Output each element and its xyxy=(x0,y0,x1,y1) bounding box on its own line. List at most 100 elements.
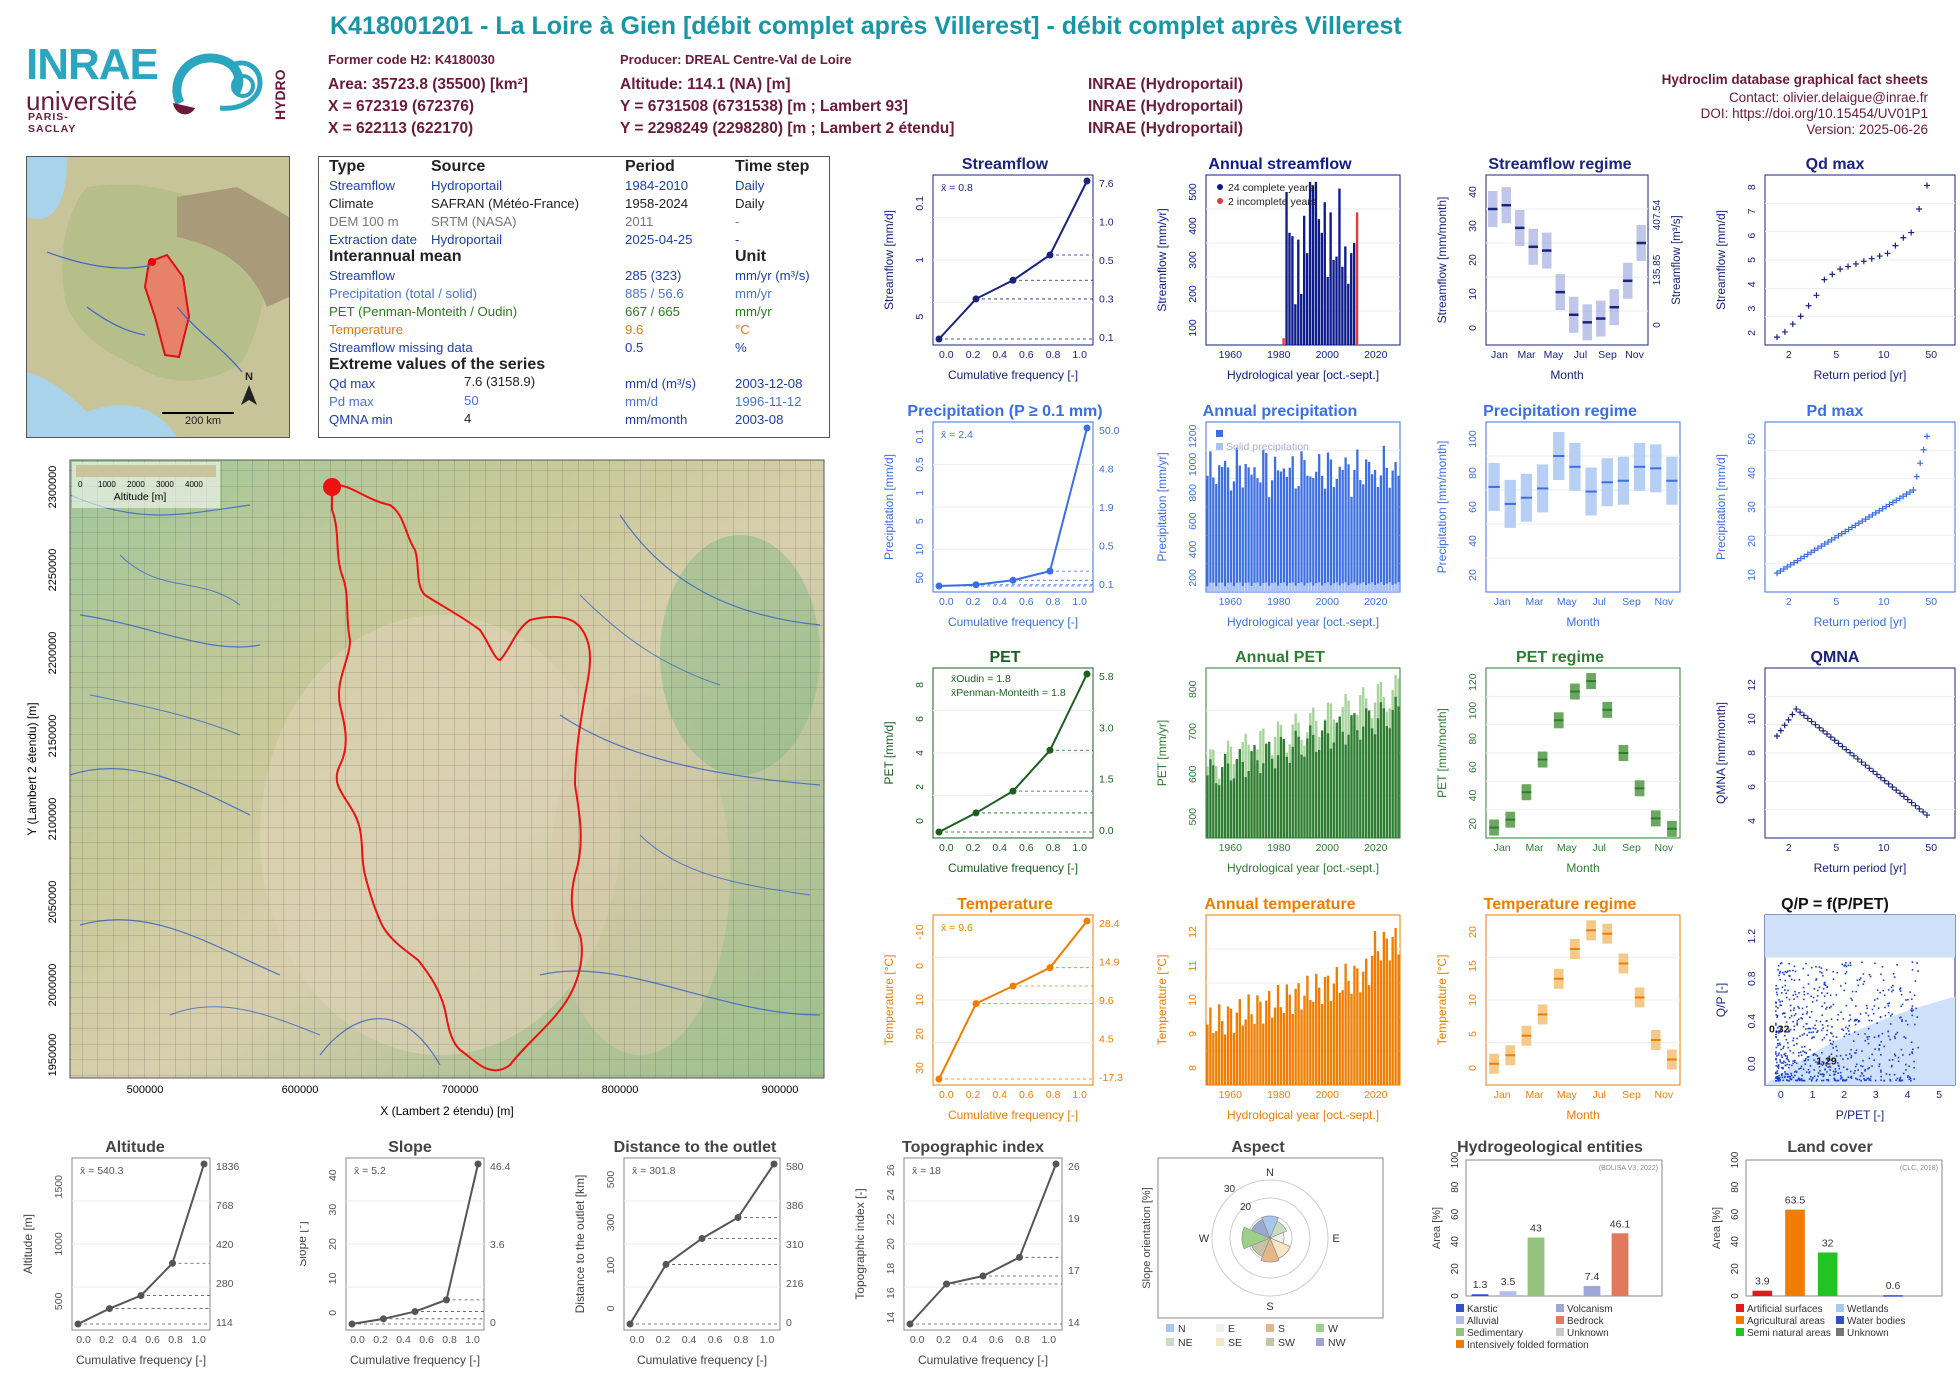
x-tick-label: 0.4 xyxy=(396,1334,411,1346)
solid-bar xyxy=(1259,585,1262,592)
annual-bar xyxy=(1397,706,1400,838)
scatter-point xyxy=(1798,992,1800,994)
scatter-point xyxy=(1784,989,1786,991)
scatter-point xyxy=(1879,1015,1882,1018)
scatter-point xyxy=(1810,995,1812,998)
x-tick-label: 2020 xyxy=(1364,596,1388,608)
scatter-point xyxy=(1816,1055,1819,1057)
y-tick: 1950000 xyxy=(47,1034,59,1077)
scatter-point xyxy=(1776,1027,1779,1029)
right-tick-label: 0.1 xyxy=(1099,332,1114,344)
cell: 1958-2024 xyxy=(625,195,689,211)
hydrogeo-chart: Hydrogeological entities(BDLISA V3, 2022… xyxy=(1431,1139,1663,1351)
annual-bar xyxy=(1279,471,1283,592)
annual-bar xyxy=(1320,475,1324,592)
annual-bar xyxy=(1297,486,1300,592)
scatter-point xyxy=(1910,998,1913,1000)
return-period-point xyxy=(1825,538,1832,545)
return-period-point xyxy=(1881,777,1888,784)
scatter-point xyxy=(1889,1038,1891,1041)
solid-bar xyxy=(1262,582,1265,592)
scatter-point xyxy=(1779,1044,1781,1046)
return-period-point xyxy=(1804,715,1811,722)
y-axis-label: PET [mm/d] xyxy=(882,721,896,784)
scatter-point xyxy=(1803,1045,1806,1048)
chart-title: Precipitation (P ≥ 0.1 mm) xyxy=(907,403,1102,420)
annual-bar xyxy=(1282,338,1285,345)
scatter-point xyxy=(1857,1020,1860,1023)
scatter-point xyxy=(1834,1078,1836,1080)
scatter-point xyxy=(1868,973,1871,976)
north-arrow-icon xyxy=(241,385,257,405)
return-period-point xyxy=(1774,733,1780,739)
scatter-point xyxy=(1793,1025,1796,1028)
scatter-point xyxy=(1896,1077,1899,1080)
scatter-point xyxy=(1887,1011,1890,1014)
scatter-point xyxy=(1795,1062,1798,1065)
scatter-point xyxy=(1837,1079,1840,1082)
contact: Contact: olivier.delaigue@inrae.fr xyxy=(1728,90,1928,105)
annual-bar xyxy=(1320,1004,1324,1085)
x-tick-label: Nov xyxy=(1625,349,1644,361)
solid-bar xyxy=(1385,583,1388,592)
annual-bar xyxy=(1367,461,1371,592)
right-tick-label: 3.0 xyxy=(1099,722,1114,734)
scatter-point xyxy=(1849,1053,1851,1055)
cell: Extraction date xyxy=(329,231,417,247)
annual-bar xyxy=(1309,476,1312,592)
annual-bar xyxy=(1329,748,1333,838)
return-period-point xyxy=(1924,433,1930,440)
y-tick-label: 20 xyxy=(1730,1263,1741,1275)
scatter-point xyxy=(1899,1017,1901,1019)
legend-marker xyxy=(1266,1338,1274,1346)
scatter-point xyxy=(1821,1024,1824,1026)
scatter-point xyxy=(1784,1052,1787,1055)
return-period-point xyxy=(1862,762,1869,769)
map-y-ticks: 2300000 2250000 2200000 2150000 2100000 … xyxy=(47,466,59,1077)
scatter-point xyxy=(1836,971,1839,974)
scatter-point xyxy=(1904,1063,1907,1066)
chart-title: Annual temperature xyxy=(1204,896,1355,913)
annual-bar xyxy=(1285,476,1288,592)
legend-label: NW xyxy=(1328,1337,1346,1349)
scatter-point xyxy=(1812,1036,1814,1038)
annual-bar xyxy=(1320,730,1324,838)
scatter-point xyxy=(1911,1052,1914,1055)
scatter-point xyxy=(1858,1020,1861,1022)
cell: Precipitation (total / solid) xyxy=(329,285,478,301)
scatter-point xyxy=(1819,1020,1822,1023)
y-tick-label: 5 xyxy=(914,518,926,524)
qp-ppet-chart: Q/P = f(P/PET)P/PET [-]Q/P [-]0.321.290.… xyxy=(1714,896,1956,1122)
scatter-point xyxy=(1775,1024,1777,1026)
y-tick-label: 1200 xyxy=(1187,424,1199,448)
info-header-source: Source xyxy=(431,158,486,175)
scatter-point xyxy=(1899,1079,1902,1082)
annual-bar xyxy=(1385,467,1388,592)
scatter-point xyxy=(1784,1071,1786,1073)
scatter-point xyxy=(1805,1071,1808,1073)
scatter-point xyxy=(1781,1076,1784,1079)
scatter-point xyxy=(1829,1069,1831,1071)
scatter-point xyxy=(1796,1020,1799,1022)
cdf-point xyxy=(1046,251,1054,259)
mean-label: x̄ = 2.4 xyxy=(941,429,973,441)
solid-bar xyxy=(1241,586,1244,592)
legend-marker xyxy=(1456,1316,1464,1324)
scatter-point xyxy=(1888,1059,1891,1061)
scatter-point xyxy=(1780,1048,1782,1051)
annual-bar xyxy=(1362,484,1365,592)
scatter-point xyxy=(1784,1073,1787,1075)
return-period-point xyxy=(1818,543,1825,550)
return-period-point xyxy=(1829,271,1836,278)
scatter-point xyxy=(1797,1018,1800,1021)
solid-bar xyxy=(1388,582,1391,592)
legend-marker xyxy=(1736,1304,1744,1312)
right-tick-label: 0 xyxy=(490,1317,496,1329)
cell: % xyxy=(735,339,747,355)
y-tick-label: 40 xyxy=(1467,790,1479,802)
scatter-point xyxy=(1789,1009,1792,1012)
x-tick-label: 0.6 xyxy=(989,1334,1004,1346)
annual-bar xyxy=(1268,990,1271,1085)
scatter-point xyxy=(1818,986,1821,989)
